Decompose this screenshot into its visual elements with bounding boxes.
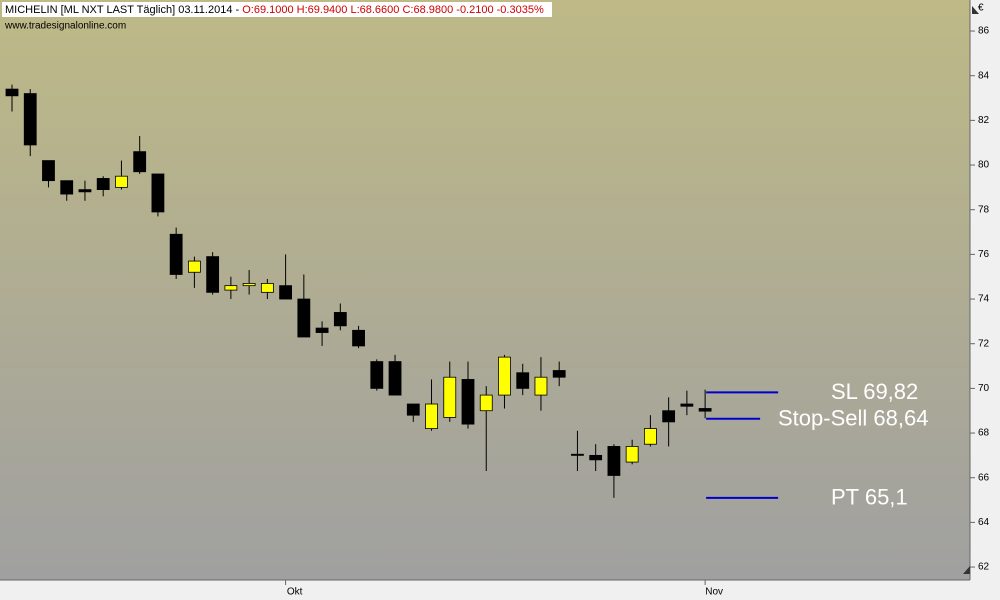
candle-body — [552, 370, 566, 378]
candle-body — [42, 160, 55, 182]
candle-body — [388, 361, 402, 396]
currency: € — [978, 3, 984, 14]
y-tick-label: 86 — [978, 26, 990, 37]
x-tick-label: Okt — [287, 587, 303, 598]
candle-body — [206, 256, 220, 293]
candle-body — [406, 403, 420, 416]
y-tick-label: 84 — [978, 70, 990, 81]
candle-body — [516, 372, 530, 389]
candle-body — [333, 312, 347, 327]
candle-body — [279, 285, 293, 300]
candle-body — [187, 260, 201, 273]
candle-body — [370, 361, 384, 389]
y-tick-label: 64 — [978, 517, 990, 528]
candle-body — [644, 428, 657, 445]
candle-body — [260, 283, 274, 293]
scroll-icon[interactable] — [963, 566, 970, 574]
y-tick-label: 76 — [978, 249, 990, 260]
header-box — [2, 2, 552, 17]
y-tick-label: 66 — [978, 472, 990, 483]
candle-body — [60, 180, 74, 195]
y-tick-label: 72 — [978, 338, 990, 349]
candle-body — [479, 394, 493, 412]
candle-body — [698, 408, 712, 412]
scroll-icon[interactable] — [972, 6, 979, 14]
level-label: Stop-Sell 68,64 — [778, 406, 928, 431]
plot-area — [0, 0, 970, 580]
candle-body — [680, 403, 694, 407]
candle-body — [315, 327, 329, 333]
x-tick-label: Nov — [705, 587, 723, 598]
candle-body — [297, 298, 311, 338]
candle-body — [96, 178, 110, 191]
candle-body — [224, 285, 238, 291]
candle-body — [571, 453, 584, 456]
candle-body — [589, 454, 603, 461]
y-tick-label: 70 — [978, 383, 990, 394]
candle-body — [461, 379, 475, 425]
y-tick-label: 62 — [978, 562, 990, 573]
candle-body — [607, 446, 621, 476]
candle-body — [5, 88, 19, 97]
candle-body — [133, 151, 147, 173]
ohlc-summary: O:69.1000 H:69.9400 L:68.6600 C:68.9800 … — [242, 4, 544, 16]
y-tick-label: 78 — [978, 204, 990, 215]
candle-body — [625, 446, 639, 463]
candle-body — [352, 329, 365, 347]
title: MICHELIN [ML NXT LAST Täglich] 03.11.201… — [5, 4, 242, 16]
candle-body — [23, 93, 37, 146]
candle-body — [425, 403, 438, 429]
y-tick-label: 82 — [978, 115, 990, 126]
candle-body — [443, 376, 457, 418]
candle-body — [498, 356, 511, 396]
y-tick-label: 74 — [978, 294, 990, 305]
candle-body — [662, 410, 676, 423]
candle-body — [115, 175, 128, 188]
header: MICHELIN [ML NXT LAST Täglich] 03.11.201… — [5, 4, 544, 16]
level-label: PT 65,1 — [831, 485, 908, 510]
y-tick-label: 68 — [978, 428, 990, 439]
candle-body — [78, 189, 92, 193]
candle-body — [534, 376, 548, 396]
candle-body — [242, 283, 256, 287]
candle-body — [151, 173, 165, 213]
y-tick-label: 80 — [978, 160, 990, 171]
candle-body — [169, 233, 183, 275]
source: www.tradesignalonline.com — [4, 21, 126, 32]
level-label: SL 69,82 — [831, 379, 918, 404]
